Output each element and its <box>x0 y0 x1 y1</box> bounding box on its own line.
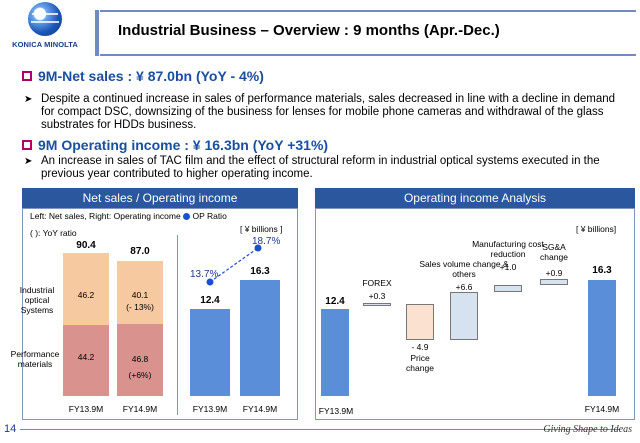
header-bar <box>100 10 636 56</box>
footer-line <box>20 429 620 430</box>
arrow-bullet-icon: ➤ <box>24 156 33 167</box>
value-manufacturing: +1.0 <box>499 262 517 272</box>
op-ratio-fy14: 18.7% <box>252 236 281 247</box>
value-sga: +0.9 <box>545 268 563 278</box>
page-number: 14 <box>4 423 17 435</box>
arrow-bullet-icon: ➤ <box>24 94 33 105</box>
bar-wf-manufacturing <box>494 285 522 292</box>
globe-logo-icon <box>28 2 62 36</box>
chart-divider <box>177 235 178 415</box>
value-price: - 4.9 <box>411 342 429 352</box>
bar-wf-sga <box>540 279 568 285</box>
bar-wf-fy14 <box>588 280 616 396</box>
value-wf-fy13: 12.4 <box>325 296 345 307</box>
tagline: Giving Shape to Ideas <box>543 424 632 435</box>
value-forex: +0.3 <box>368 291 386 301</box>
label-sga: SG&A change <box>540 242 568 262</box>
label-manufacturing: Manufacturing cost reduction <box>472 239 544 259</box>
yoy-note: ( ): YoY ratio <box>30 228 77 238</box>
left-panel-title: Net sales / Operating income <box>22 188 298 208</box>
xlabel-wf-fy13: FY13.9M <box>318 406 354 416</box>
op-ratio-fy13: 13.7% <box>190 269 219 280</box>
value-wf-fy14: 16.3 <box>592 265 612 276</box>
xlabel-op-fy13: FY13.9M <box>192 404 228 414</box>
bar-wf-price <box>406 304 434 340</box>
bar-pm-fy13 <box>63 325 109 396</box>
value-op-fy14: 16.3 <box>250 266 270 277</box>
segment-label-ios: Industrial optical Systems <box>19 285 55 315</box>
logo-text: KONICA MINOLTA <box>12 40 78 49</box>
op-ratio-line <box>206 244 262 286</box>
xlabel-sales-fy14: FY14.9M <box>122 404 158 414</box>
label-forex: FOREX <box>362 278 392 288</box>
value-ios-fy14: 40.1 <box>131 290 149 300</box>
bullet-text-net-sales: ➤ Despite a continued increase in sales … <box>24 93 616 131</box>
bar-op-fy14 <box>240 280 280 396</box>
op-ratio-point-fy13 <box>206 278 214 286</box>
bar-wf-fy13 <box>321 309 349 396</box>
total-fy14: 87.0 <box>130 246 150 257</box>
bar-ios-fy13 <box>63 253 109 325</box>
square-bullet-icon <box>22 140 32 150</box>
xlabel-wf-fy14: FY14.9M <box>584 404 620 414</box>
bar-ios-fy14 <box>117 261 163 324</box>
square-bullet-icon <box>22 71 32 81</box>
total-fy13: 90.4 <box>76 240 96 251</box>
bullet-heading-operating-income: 9M Operating income : ¥ 16.3bn (YoY +31%… <box>22 137 328 153</box>
units-right: [ ¥ billions] <box>576 224 617 234</box>
chart-legend: Left: Net sales, Right: Operating income… <box>30 211 227 221</box>
bullet-text-operating-income: ➤ An increase in sales of TAC film and t… <box>24 155 600 180</box>
yoy-ios-fy14: (- 13%) <box>126 302 154 312</box>
page-title: Industrial Business – Overview : 9 month… <box>118 22 500 39</box>
label-price: Price change <box>406 353 434 373</box>
value-op-fy13: 12.4 <box>200 295 220 306</box>
bar-pm-fy14 <box>117 324 163 396</box>
units-left: [ ¥ billions ] <box>240 224 283 234</box>
xlabel-op-fy14: FY14.9M <box>242 404 278 414</box>
company-logo: KONICA MINOLTA <box>4 2 86 60</box>
op-ratio-point-fy14 <box>254 244 262 252</box>
xlabel-sales-fy13: FY13.9M <box>68 404 104 414</box>
bar-op-fy13 <box>190 309 230 396</box>
value-pm-fy13: 44.2 <box>77 352 95 362</box>
value-ios-fy13: 46.2 <box>77 290 95 300</box>
header-accent <box>95 10 99 56</box>
bar-wf-volume <box>450 292 478 340</box>
right-panel-title: Operating income Analysis <box>315 188 635 208</box>
bar-wf-forex <box>363 303 391 306</box>
value-volume: +6.6 <box>455 282 473 292</box>
op-ratio-dot-icon <box>183 213 191 220</box>
value-pm-fy14: 46.8 <box>131 354 149 364</box>
yoy-pm-fy14: (+6%) <box>128 370 152 380</box>
segment-label-pm: Performance materials <box>10 349 60 369</box>
bullet-heading-net-sales: 9M-Net sales : ¥ 87.0bn (YoY - 4%) <box>22 68 264 84</box>
label-volume: Sales volume change & others <box>419 259 509 279</box>
